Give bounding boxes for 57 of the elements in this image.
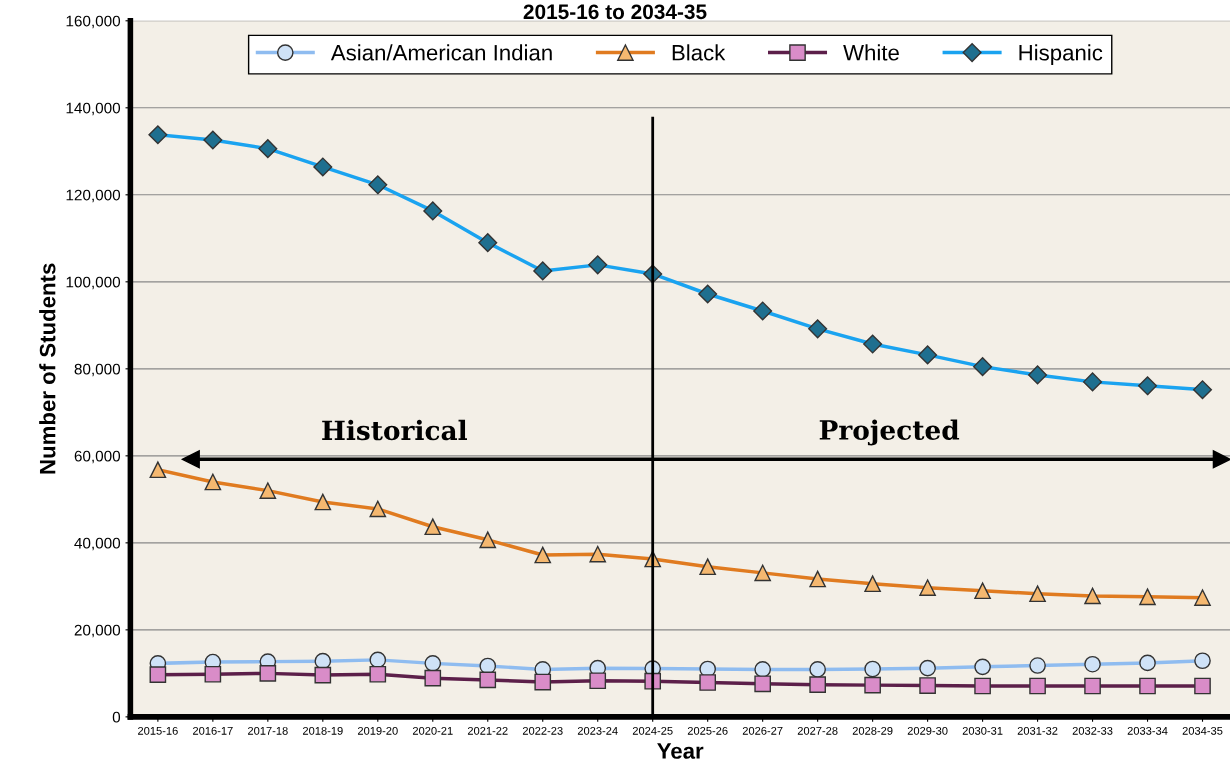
y-tick-label: 140,000 xyxy=(66,102,121,116)
x-tick-label: 2028-29 xyxy=(852,726,893,735)
point xyxy=(699,674,717,691)
point xyxy=(919,677,936,694)
point xyxy=(589,672,607,690)
point xyxy=(1139,677,1156,695)
x-tick-label: 2033-34 xyxy=(1127,726,1168,735)
y-tick-label: 60,000 xyxy=(74,450,121,464)
legend-label: Asian/American Indian xyxy=(330,44,552,61)
x-tick-label: 2029-30 xyxy=(907,726,948,735)
x-tick-label: 2016-17 xyxy=(193,726,233,735)
y-tick-label: 0 xyxy=(112,711,121,723)
x-tick-label: 2019-20 xyxy=(357,726,398,735)
point xyxy=(369,665,387,683)
point xyxy=(809,676,826,694)
x-tick-label: 2027-28 xyxy=(797,726,838,735)
point xyxy=(1084,677,1101,695)
x-tick-label: 2024-25 xyxy=(632,726,673,735)
chart-title: 2015-16 to 2034-35 xyxy=(523,4,707,20)
legend-label: Black xyxy=(672,44,726,61)
y-tick-label: 20,000 xyxy=(74,624,121,638)
y-tick-label: 80,000 xyxy=(74,363,121,377)
y-tick-label: 160,000 xyxy=(66,15,121,29)
x-tick-label: 2030-31 xyxy=(962,726,1003,735)
point xyxy=(479,671,497,689)
x-tick-label: 2025-26 xyxy=(687,726,728,735)
point xyxy=(864,676,881,694)
point xyxy=(314,666,332,684)
x-tick-label: 2031-32 xyxy=(1017,726,1058,735)
point xyxy=(259,665,277,682)
x-axis-title: Year xyxy=(657,743,704,759)
y-axis-title: Number of Students xyxy=(39,263,56,474)
y-tick-label: 40,000 xyxy=(74,537,121,551)
y-tick-label: 120,000 xyxy=(66,189,121,203)
x-tick-label: 2018-19 xyxy=(302,726,343,735)
x-tick-label: 2026-27 xyxy=(742,726,783,735)
point xyxy=(149,666,167,684)
point xyxy=(1029,677,1046,695)
point xyxy=(1194,677,1211,695)
point xyxy=(204,665,222,683)
annotation: Historical xyxy=(322,419,467,441)
x-tick-label: 2020-21 xyxy=(412,726,453,735)
y-tick-label: 100,000 xyxy=(66,276,121,290)
legend-label: Hispanic xyxy=(1019,44,1103,65)
point xyxy=(974,677,991,695)
x-tick-label: 2021-22 xyxy=(467,726,508,735)
legend-label: White xyxy=(843,44,899,61)
x-tick-label: 2022-23 xyxy=(522,726,563,735)
x-tick-label: 2023-24 xyxy=(577,726,618,735)
x-tick-label: 2017-18 xyxy=(248,726,288,735)
point xyxy=(424,669,442,687)
x-tick-label: 2015-16 xyxy=(138,726,178,735)
point xyxy=(534,673,552,691)
x-tick-label: 2032-33 xyxy=(1072,726,1113,735)
point xyxy=(754,675,771,693)
annotation: Projected xyxy=(819,419,960,446)
x-tick-label: 2034-35 xyxy=(1182,726,1223,735)
